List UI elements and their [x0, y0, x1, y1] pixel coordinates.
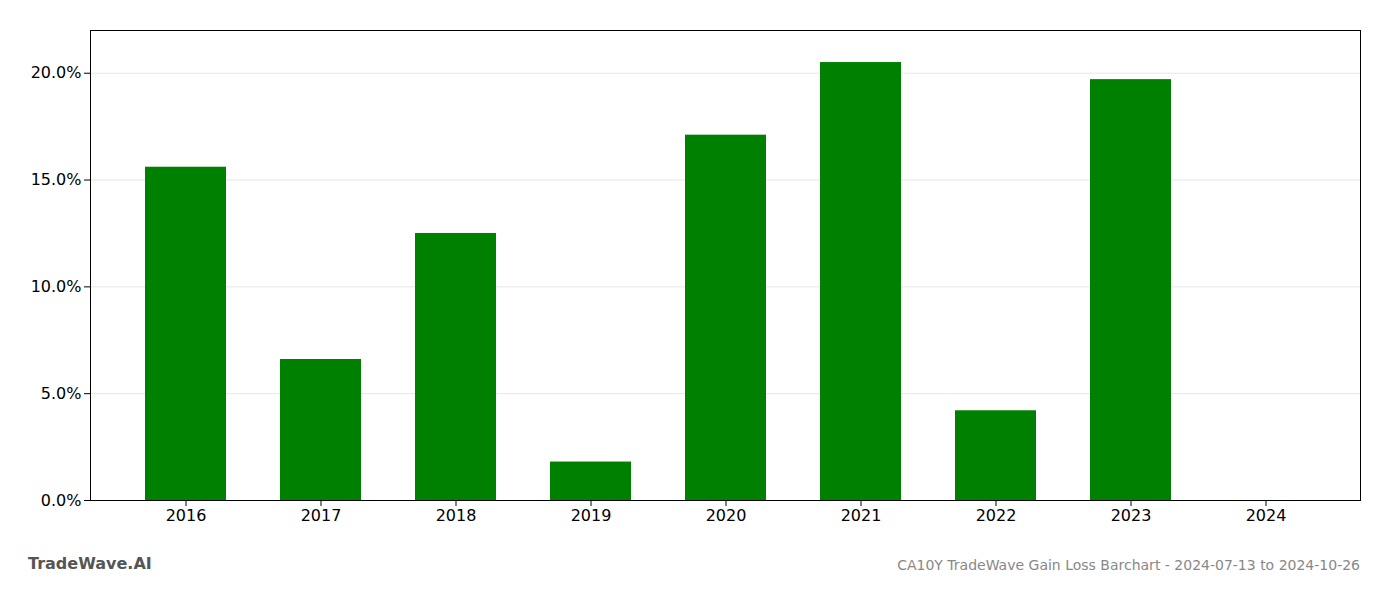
html-text:CA10Y TradeWave Gain Loss Barc: CA10Y TradeWave Gain Loss Barchart - 202… [897, 557, 1360, 573]
svg-text:2021: 2021 [841, 506, 882, 525]
svg-text:2016: 2016 [166, 506, 207, 525]
svg-text:2022: 2022 [976, 506, 1017, 525]
html-text:TradeWave.AI: TradeWave.AI [28, 554, 152, 573]
svg-text:2024: 2024 [1246, 506, 1287, 525]
svg-text:2023: 2023 [1111, 506, 1152, 525]
svg-text:2017: 2017 [301, 506, 342, 525]
svg-text:10.0%: 10.0% [31, 277, 82, 296]
svg-text:15.0%: 15.0% [31, 170, 82, 189]
svg-text:0.0%: 0.0% [41, 491, 82, 510]
svg-text:2018: 2018 [436, 506, 477, 525]
svg-text:2020: 2020 [706, 506, 747, 525]
svg-text:20.0%: 20.0% [31, 63, 82, 82]
svg-text:2019: 2019 [571, 506, 612, 525]
svg-text:5.0%: 5.0% [41, 384, 82, 403]
